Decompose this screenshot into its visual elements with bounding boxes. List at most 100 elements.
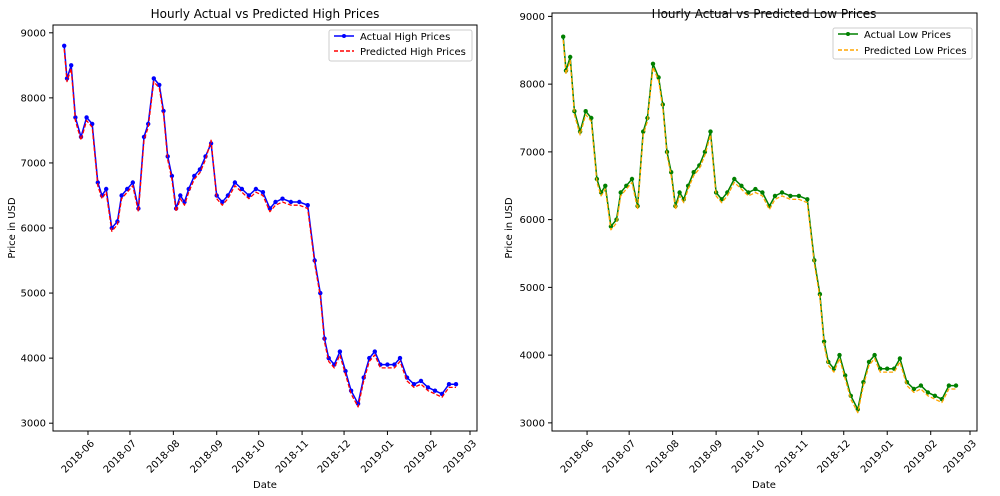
y-tick-label-high: 8000 — [21, 93, 46, 104]
data-point-actual-low — [946, 383, 952, 388]
data-point-actual-high — [253, 186, 259, 192]
x-tick-label-high: 2018-09 — [188, 438, 225, 475]
data-point-actual-low — [953, 383, 959, 388]
y-tick-label-high: 9000 — [21, 28, 46, 39]
data-point-actual-low — [739, 183, 744, 188]
legend-high: Actual High Prices Predicted High Prices — [328, 29, 473, 62]
plot-area-low — [552, 13, 977, 431]
data-point-actual-high — [337, 349, 343, 354]
data-point-actual-high — [397, 355, 403, 361]
legend-box-low — [832, 27, 973, 60]
data-point-actual-low — [753, 186, 758, 192]
data-point-actual-low — [677, 190, 682, 195]
x-tick-label-high: 2018-12 — [316, 438, 353, 475]
series-line-predicted-low — [562, 40, 956, 414]
x-tick-label-high: 2018-11 — [274, 438, 311, 475]
x-axis-label-high: Date — [253, 480, 277, 491]
x-tick-label-low: 2019-01 — [859, 438, 896, 475]
data-point-actual-high — [178, 193, 183, 198]
data-point-actual-low — [772, 193, 778, 199]
data-point-actual-high — [267, 206, 273, 211]
x-tick-label-high: 2019-02 — [403, 438, 440, 475]
data-point-actual-low — [885, 366, 890, 371]
data-point-actual-high — [232, 180, 238, 185]
x-tick-label-low: 2018-08 — [644, 438, 681, 475]
data-point-actual-low — [779, 190, 785, 195]
data-point-actual-high — [130, 180, 135, 185]
plot-frame-low — [551, 12, 978, 432]
data-point-actual-low — [650, 61, 656, 66]
data-point-actual-low — [583, 109, 588, 114]
data-point-actual-high — [453, 382, 459, 387]
x-tick-label-high: 2018-10 — [230, 438, 267, 475]
data-point-actual-high — [385, 362, 390, 367]
x-tick-label-high: 2019-01 — [359, 438, 396, 475]
series-layer-low — [561, 34, 959, 414]
data-point-actual-high — [69, 63, 74, 68]
data-point-actual-low — [872, 352, 877, 358]
data-point-actual-low — [897, 356, 903, 361]
y-tick-label-high: 3000 — [21, 419, 46, 430]
legend-label-actual-low: Actual Low Prices — [864, 30, 951, 41]
x-tick-label-low: 2018-09 — [688, 438, 725, 475]
data-point-actual-low — [837, 352, 842, 358]
x-tick-label-low: 2018-11 — [773, 438, 810, 475]
data-point-actual-high — [197, 167, 203, 172]
series-line-predicted-high — [63, 49, 456, 408]
data-point-actual-high — [446, 382, 452, 387]
y-tick-label-high: 7000 — [21, 158, 46, 169]
data-point-actual-low — [866, 359, 872, 365]
data-point-actual-high — [73, 115, 78, 120]
y-tick-label-low: 9000 — [520, 12, 545, 23]
data-point-actual-high — [318, 290, 323, 296]
y-axis-label-low: Price in USD — [504, 197, 515, 259]
chart-title-high: Hourly Actual vs Predicted High Prices — [151, 7, 380, 21]
chart-title-low: Hourly Actual vs Predicted Low Prices — [652, 7, 877, 21]
y-tick-label-low: 7000 — [520, 147, 545, 158]
y-axis-label-high: Price in USD — [7, 197, 18, 259]
data-point-actual-low — [788, 193, 793, 199]
data-point-actual-low — [911, 386, 917, 392]
data-point-actual-high — [119, 193, 124, 198]
y-tick-label-low: 5000 — [520, 283, 545, 294]
data-point-actual-low — [691, 170, 696, 175]
y-tick-label-low: 6000 — [520, 215, 545, 226]
y-tick-label-high: 4000 — [21, 354, 46, 365]
data-point-actual-high — [246, 193, 252, 198]
x-tick-label-low: 2018-10 — [730, 438, 767, 475]
legend-label-predicted-low: Predicted Low Prices — [864, 46, 967, 57]
data-point-actual-low — [618, 190, 623, 195]
x-tick-label-high: 2018-08 — [145, 438, 182, 475]
legend-marker-actual-high — [342, 34, 346, 38]
data-point-actual-high — [372, 349, 377, 354]
data-point-actual-low — [732, 176, 737, 182]
x-tick-label-high: 2018-06 — [60, 438, 97, 475]
data-point-actual-high — [84, 115, 89, 120]
legend-label-predicted-high: Predicted High Prices — [360, 47, 466, 58]
plot-area-high — [53, 25, 477, 431]
data-point-actual-high — [151, 76, 156, 81]
chart-high-prices: Hourly Actual vs Predicted High Prices D… — [7, 7, 479, 491]
x-tick-label-low: 2018-07 — [601, 438, 638, 475]
data-point-actual-low — [821, 339, 827, 344]
data-point-actual-low — [656, 75, 661, 80]
data-point-actual-high — [288, 199, 294, 205]
x-tick-label-low: 2018-12 — [815, 438, 852, 475]
data-point-actual-high — [425, 385, 431, 390]
data-point-actual-low — [708, 129, 713, 134]
y-tick-label-low: 8000 — [520, 80, 545, 91]
series-layer-high — [61, 43, 459, 408]
chart-low-prices: Hourly Actual vs Predicted Low Prices Da… — [504, 7, 979, 491]
data-point-actual-high — [239, 186, 245, 192]
x-tick-label-high: 2019-03 — [442, 438, 479, 475]
y-tick-label-high: 5000 — [21, 289, 46, 300]
data-point-actual-low — [629, 176, 635, 182]
data-point-actual-low — [760, 190, 765, 195]
y-tick-label-high: 6000 — [21, 224, 46, 235]
legend-label-actual-high: Actual High Prices — [360, 32, 450, 43]
data-point-actual-low — [925, 390, 931, 395]
legend-box-high — [328, 29, 473, 62]
plot-frame-high — [52, 24, 478, 432]
data-point-actual-high — [432, 388, 438, 393]
